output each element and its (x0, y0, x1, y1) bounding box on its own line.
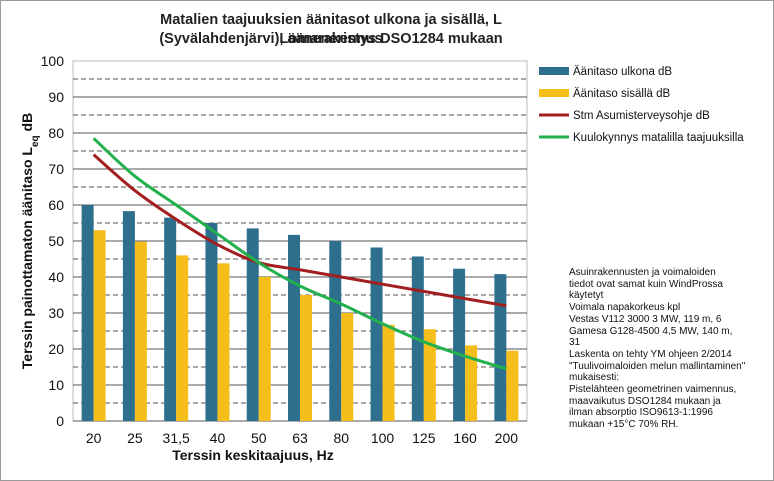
legend-label: Stm Asumisterveysohje dB (573, 110, 710, 122)
legend-label: Äänitaso ulkona dB (573, 66, 672, 78)
bar-indoor (300, 295, 312, 421)
y-tick-label: 20 (48, 341, 64, 357)
x-tick-label: 50 (251, 430, 267, 446)
y-axis-label-main: Terssin painottamaton äänitaso L (19, 147, 35, 370)
y-axis-label-unit: dB (19, 113, 35, 136)
y-tick-label: 80 (48, 125, 64, 141)
bar-series (81, 205, 519, 421)
bar-indoor (341, 313, 354, 421)
bar-indoor (465, 345, 478, 421)
legend-swatch (539, 89, 569, 97)
bar-outdoor (494, 274, 507, 421)
bar-outdoor (453, 268, 466, 421)
calculation-note: Asuinrakennusten ja voimaloiden tiedot o… (569, 267, 746, 431)
x-tick-label: 31,5 (163, 430, 190, 446)
bar-indoor (258, 277, 271, 421)
y-tick-label: 70 (48, 161, 64, 177)
y-tick-label: 90 (48, 89, 64, 105)
y-tick-label: 100 (41, 53, 65, 69)
x-tick-label: 200 (495, 430, 519, 446)
x-tick-label: 100 (371, 430, 395, 446)
line-stm-guideline (92, 153, 507, 308)
y-axis-label: Terssin painottamaton äänitaso Leq dB (19, 113, 41, 369)
bar-indoor (176, 255, 189, 421)
bar-indoor (217, 263, 230, 421)
y-tick-label: 10 (48, 377, 64, 393)
bar-outdoor (370, 247, 383, 421)
legend-swatch (539, 67, 569, 75)
bar-outdoor (246, 228, 259, 421)
chart-title-line-2: (Syvälahdenjärvi), ääneneristys DSO1284 … (159, 31, 503, 47)
bar-outdoor (329, 241, 342, 421)
y-tick-label: 40 (48, 269, 64, 285)
bar-indoor (93, 230, 106, 421)
bar-indoor (506, 350, 519, 421)
legend-label: Kuulokynnys matalilla taajuuksilla (573, 132, 744, 144)
x-tick-label: 160 (453, 430, 477, 446)
line-hearing-threshold (92, 137, 507, 371)
x-tick-label: 25 (127, 430, 143, 446)
y-axis-label-subscript: eq (30, 135, 41, 147)
x-tick-label: 40 (210, 430, 226, 446)
x-axis-label: Terssin keskitaajuus, Hz (172, 447, 334, 463)
bar-indoor (423, 329, 436, 421)
bar-indoor (382, 324, 395, 421)
chart-title-line-1: Matalien taajuuksien äänitasot ulkona ja… (160, 12, 502, 47)
bar-indoor (134, 241, 147, 421)
y-tick-label: 50 (48, 233, 64, 249)
x-tick-label: 125 (412, 430, 436, 446)
y-tick-label: 30 (48, 305, 64, 321)
y-axis-ticks: 0 10 20 30 40 50 60 70 80 90 100 (41, 53, 65, 429)
legend-label: Äänitaso sisällä dB (573, 88, 670, 100)
legend: Äänitaso ulkona dB Äänitaso sisällä dB Stm… (539, 66, 744, 144)
x-tick-label: 20 (86, 430, 102, 446)
line-series (92, 137, 507, 371)
bar-outdoor (122, 211, 135, 421)
y-tick-label: 60 (48, 197, 64, 213)
x-tick-label: 80 (333, 430, 349, 446)
bar-outdoor (205, 223, 218, 421)
y-tick-label: 0 (56, 413, 64, 429)
x-tick-label: 63 (292, 430, 308, 446)
bar-outdoor (164, 217, 177, 421)
x-axis-ticks: 20 25 31,5 40 50 63 80 100 125 160 200 (86, 430, 518, 446)
bar-outdoor (81, 205, 94, 421)
bar-outdoor (288, 234, 300, 421)
